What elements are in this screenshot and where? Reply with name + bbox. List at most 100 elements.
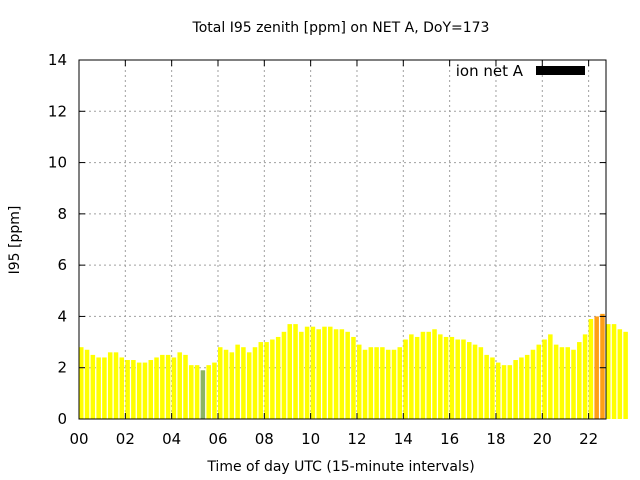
bar [212, 362, 217, 419]
bar [316, 329, 321, 419]
bar [530, 349, 536, 419]
bar [206, 365, 211, 419]
bar [165, 354, 171, 419]
bar [356, 344, 362, 419]
bar [461, 339, 466, 419]
bar [194, 365, 200, 419]
bar [241, 347, 246, 419]
bar [524, 354, 530, 419]
bar [270, 339, 275, 419]
bar [229, 352, 235, 419]
bar [171, 357, 177, 419]
bar [339, 329, 345, 419]
bar [501, 365, 507, 419]
bar [362, 349, 368, 419]
bar [495, 362, 501, 419]
bar [559, 347, 565, 419]
bar [258, 342, 264, 419]
bar [287, 324, 293, 419]
bar [142, 362, 148, 419]
bar [119, 357, 125, 419]
bar [403, 339, 408, 419]
bar [426, 331, 431, 419]
bar [322, 326, 327, 419]
bar [432, 329, 437, 419]
bar [588, 318, 594, 419]
bar [90, 354, 96, 419]
bar [600, 313, 605, 419]
bar [328, 326, 333, 419]
x-axis-label: Time of day UTC (15-minute intervals) [206, 459, 474, 475]
bar [177, 352, 182, 419]
bar [125, 360, 130, 419]
ticks [78, 59, 606, 420]
x-tick-label: 14 [394, 430, 413, 448]
bar [293, 324, 298, 419]
bar [507, 365, 513, 419]
bar [513, 360, 518, 419]
bar [420, 331, 426, 419]
legend: ion net A [456, 62, 585, 80]
bar [577, 342, 582, 419]
bar [623, 331, 628, 419]
bar [490, 357, 495, 419]
bar [131, 360, 136, 419]
bar [304, 326, 310, 419]
bar [102, 357, 107, 419]
bar [519, 357, 524, 419]
bar [542, 339, 547, 419]
x-tick-label: 00 [69, 430, 88, 448]
bar [107, 352, 113, 419]
bar [246, 352, 252, 419]
bar [478, 347, 484, 419]
bar [113, 352, 119, 419]
x-tick-label: 12 [347, 430, 366, 448]
bar [223, 349, 229, 419]
y-tick-label: 14 [48, 51, 67, 69]
x-tick-label: 18 [486, 430, 505, 448]
bar [611, 324, 617, 419]
y-axis-label: I95 [ppm] [7, 206, 23, 275]
y-tick-label: 2 [57, 359, 67, 377]
y-tick-label: 4 [57, 307, 67, 325]
bar [397, 347, 403, 419]
x-tick-label: 16 [440, 430, 459, 448]
bar [148, 360, 154, 419]
bar [183, 354, 188, 419]
bar [443, 336, 449, 419]
plot-frame [78, 59, 607, 420]
bar [565, 347, 570, 419]
bar [455, 339, 460, 419]
legend-label: ion net A [456, 62, 524, 80]
bars [79, 313, 628, 419]
bar [472, 344, 478, 419]
x-tick-label: 20 [533, 430, 552, 448]
bar [553, 344, 559, 419]
bar [281, 331, 287, 419]
bar [548, 334, 553, 419]
y-tick-label: 0 [57, 410, 67, 428]
bar [536, 344, 542, 419]
bar [310, 326, 316, 419]
bar [409, 334, 414, 419]
legend-swatch [536, 66, 585, 75]
bar [79, 347, 84, 419]
bar [200, 370, 206, 419]
bar [449, 336, 455, 419]
x-tick-label: 10 [301, 430, 320, 448]
bar [217, 347, 223, 419]
x-tick-label: 04 [162, 430, 181, 448]
x-tick-label: 08 [255, 430, 274, 448]
bar [264, 342, 269, 419]
bar [414, 336, 420, 419]
bar [467, 342, 472, 419]
chart-title: Total I95 zenith [ppm] on NET A, DoY=173 [192, 20, 490, 36]
bar [351, 336, 356, 419]
bar [189, 365, 194, 419]
bar [571, 349, 576, 419]
bar [154, 357, 159, 419]
bar [96, 357, 101, 419]
bar [252, 347, 258, 419]
y-tick-label: 12 [48, 102, 67, 120]
bar [438, 334, 443, 419]
